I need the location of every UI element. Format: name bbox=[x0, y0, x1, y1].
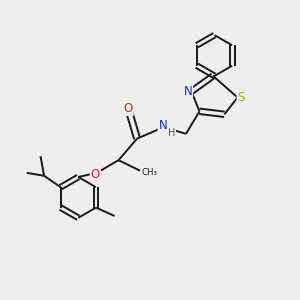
Text: O: O bbox=[91, 168, 100, 181]
Text: N: N bbox=[183, 85, 192, 98]
Text: S: S bbox=[238, 91, 245, 104]
Text: H: H bbox=[168, 128, 175, 138]
Text: CH₃: CH₃ bbox=[142, 168, 158, 177]
Text: N: N bbox=[158, 119, 167, 133]
Text: O: O bbox=[124, 102, 133, 115]
